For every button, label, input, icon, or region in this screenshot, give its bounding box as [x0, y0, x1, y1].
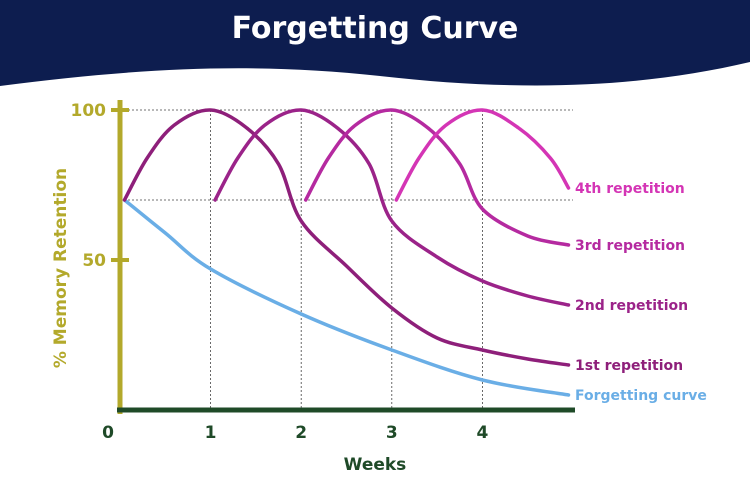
chart-title: Forgetting Curve — [232, 11, 519, 46]
grid-lines — [120, 109, 573, 410]
x-tick-label: 3 — [386, 423, 398, 443]
y-tick-label: 50 — [82, 251, 106, 271]
series-line-1st-repetition — [122, 108, 571, 367]
series-label-1st-repetition: 1st repetition — [575, 358, 683, 374]
series-label-2nd-repetition: 2nd repetition — [575, 298, 688, 314]
x-axis-label: Weeks — [344, 455, 407, 475]
title-banner — [0, 0, 750, 86]
x-tick-label: 1 — [205, 423, 217, 443]
series-labels: Forgetting curve 1st repetition 2nd repeti… — [575, 181, 707, 404]
x-tick-label: 0 — [102, 423, 114, 443]
series-label-3rd-repetition: 3rd repetition — [575, 238, 685, 254]
series-line-forgetting-curve — [122, 198, 571, 397]
series-label-forgetting-curve: Forgetting curve — [575, 388, 707, 404]
y-axis-label: % Memory Retention — [51, 168, 71, 368]
tick-labels: 50 100 0 1 2 3 4 — [71, 101, 489, 443]
series-lines — [122, 108, 571, 397]
series-label-4th-repetition: 4th repetition — [575, 181, 685, 197]
series-line-2nd-repetition — [213, 108, 571, 307]
y-tick-label: 100 — [71, 101, 107, 121]
x-tick-label: 4 — [476, 423, 488, 443]
x-tick-label: 2 — [295, 423, 307, 443]
series-line-4th-repetition — [394, 108, 571, 202]
series-line-3rd-repetition — [303, 108, 571, 247]
axes — [111, 100, 575, 414]
